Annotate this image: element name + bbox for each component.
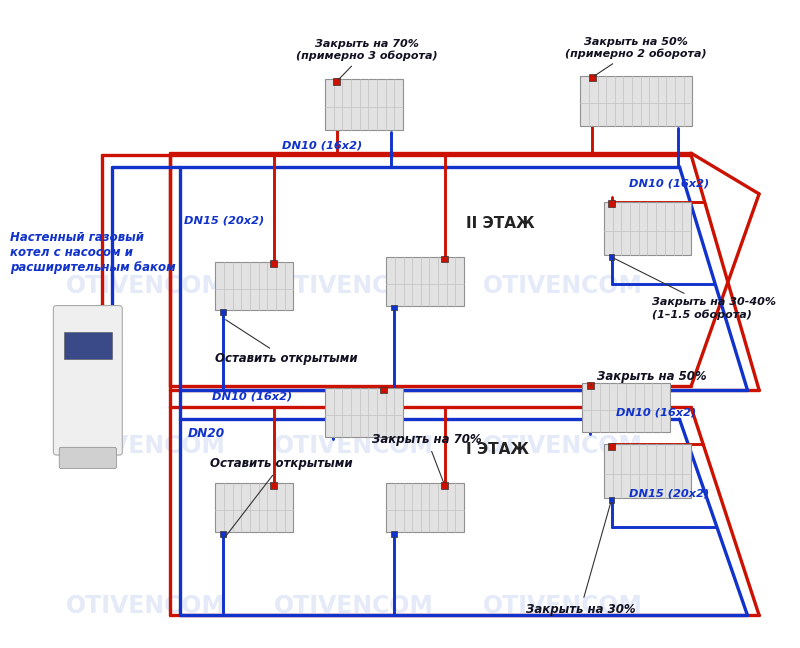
Text: Оставить открытыми: Оставить открытыми: [215, 319, 358, 365]
Text: OTIVENCOM: OTIVENCOM: [66, 274, 226, 298]
Bar: [608, 443, 615, 450]
Text: Оставить открытыми: Оставить открытыми: [210, 457, 353, 537]
Text: Закрыть на 70%: Закрыть на 70%: [372, 433, 482, 483]
Text: OTIVENCOM: OTIVENCOM: [274, 274, 434, 298]
Bar: [215, 262, 293, 310]
Bar: [325, 80, 403, 130]
Bar: [441, 481, 448, 489]
Text: OTIVENCOM: OTIVENCOM: [483, 434, 643, 458]
Bar: [220, 310, 226, 316]
Text: OTIVENCOM: OTIVENCOM: [274, 594, 434, 618]
Bar: [220, 531, 226, 537]
Bar: [215, 483, 293, 532]
Bar: [380, 387, 387, 393]
Bar: [391, 531, 397, 537]
Text: Закрыть на 30-40%
(1–1.5 оборота): Закрыть на 30-40% (1–1.5 оборота): [614, 259, 776, 319]
Text: Настенный газовый
котел с насосом и
расширительным баком: Настенный газовый котел с насосом и расш…: [10, 231, 175, 273]
Bar: [270, 481, 277, 489]
Bar: [441, 255, 448, 262]
Text: DN10 (16x2): DN10 (16x2): [282, 141, 362, 150]
Bar: [609, 254, 614, 260]
Text: Закрыть на 50%: Закрыть на 50%: [590, 370, 706, 385]
Text: DN10 (16x2): DN10 (16x2): [616, 407, 697, 417]
Text: DN15 (20x2): DN15 (20x2): [629, 489, 710, 499]
Text: DN20: DN20: [187, 426, 225, 439]
Bar: [604, 445, 691, 498]
Bar: [609, 497, 614, 503]
Bar: [586, 382, 594, 389]
Bar: [582, 383, 670, 432]
Text: DN10 (16x2): DN10 (16x2): [629, 178, 710, 188]
Bar: [608, 200, 615, 207]
Text: OTIVENCOM: OTIVENCOM: [66, 434, 226, 458]
Bar: [604, 202, 691, 255]
Text: OTIVENCOM: OTIVENCOM: [66, 594, 226, 618]
Bar: [325, 388, 403, 437]
Text: DN10 (16x2): DN10 (16x2): [212, 391, 292, 402]
Text: I ЭТАЖ: I ЭТАЖ: [466, 442, 529, 457]
Bar: [334, 78, 340, 85]
Text: OTIVENCOM: OTIVENCOM: [483, 594, 643, 618]
Bar: [270, 260, 277, 267]
FancyBboxPatch shape: [59, 447, 117, 469]
Text: OTIVENCOM: OTIVENCOM: [483, 274, 643, 298]
Text: OTIVENCOM: OTIVENCOM: [274, 434, 434, 458]
Bar: [589, 74, 595, 81]
Text: Закрыть на 50%
(примерно 2 оборота): Закрыть на 50% (примерно 2 оборота): [565, 37, 706, 76]
FancyBboxPatch shape: [54, 306, 122, 455]
Bar: [391, 305, 397, 310]
Bar: [64, 332, 112, 359]
Text: DN15 (20x2): DN15 (20x2): [185, 215, 265, 225]
Bar: [386, 257, 464, 306]
Bar: [581, 76, 692, 126]
Text: Закрыть на 30%: Закрыть на 30%: [526, 502, 635, 616]
Bar: [386, 483, 464, 532]
Text: Закрыть на 70%
(примерно 3 оборота): Закрыть на 70% (примерно 3 оборота): [296, 39, 438, 79]
Text: II ЭТАЖ: II ЭТАЖ: [466, 216, 534, 231]
